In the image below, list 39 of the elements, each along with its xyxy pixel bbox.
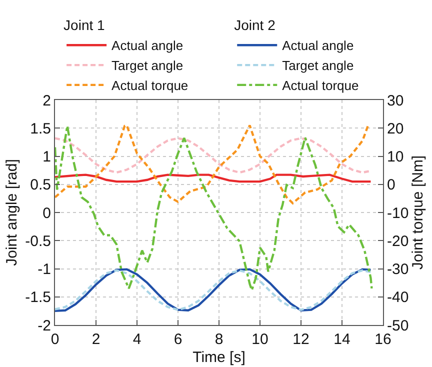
x-tick-label: 8 [214,331,224,348]
y2-axis-title: Joint torque [Nm] [410,155,427,270]
y2-tick-label: -40 [387,289,409,306]
y2-tick-label: -30 [387,261,409,278]
y-tick-label: 1 [42,148,51,166]
y2-tick-label: 0 [387,176,396,194]
y-tick-label: -1.5 [25,289,51,306]
legend-label: Actual torque [112,78,188,94]
legend-label: Actual torque [282,78,359,94]
y2-tick-label: -20 [387,232,409,250]
x-tick-label: 2 [92,331,100,348]
x-tick-label: 4 [132,331,142,348]
legend-label: Target angle [112,58,184,74]
y-tick-label: -0.5 [25,232,51,250]
legend-label: Target angle [282,58,354,74]
line-series [55,137,372,174]
y2-tick-label: 10 [387,148,404,166]
legend-label: Actual angle [112,38,184,54]
x-axis-title: Time [s] [192,349,246,366]
x-tick-label: 12 [292,331,310,348]
legend-label: Actual angle [282,38,354,54]
y2-tick-label: -10 [387,204,409,222]
y-tick-label: -1 [38,261,51,278]
text: Joint 1 [64,17,105,34]
text: Joint 2 [234,17,276,34]
line-series [55,174,372,183]
y-tick-label: 1.5 [30,120,51,138]
y-tick-label: 0.5 [30,176,51,194]
y-tick-label: -2 [38,317,51,334]
line-series [55,124,373,292]
line-series [55,122,370,204]
y-axis-title: Joint angle [rad] [3,159,20,266]
y-tick-label: 0 [42,204,51,222]
y-tick-label: 2 [42,92,51,110]
y2-tick-label: 20 [387,120,404,138]
x-tick-label: 10 [252,331,268,348]
y2-tick-label: 30 [387,92,404,110]
x-tick-label: 14 [334,331,350,348]
x-tick-label: 6 [174,331,182,348]
